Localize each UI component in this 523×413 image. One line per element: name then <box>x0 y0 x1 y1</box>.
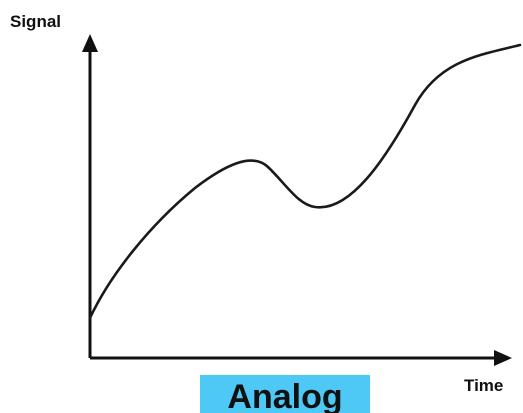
x-axis-label: Time <box>464 376 503 395</box>
y-axis-arrowhead <box>82 34 98 52</box>
caption-background <box>200 375 370 413</box>
analog-signal-curve <box>88 43 522 320</box>
caption-label: Analog <box>227 378 342 413</box>
y-axis-label: Signal <box>10 12 61 31</box>
x-axis-arrowhead <box>494 350 512 366</box>
